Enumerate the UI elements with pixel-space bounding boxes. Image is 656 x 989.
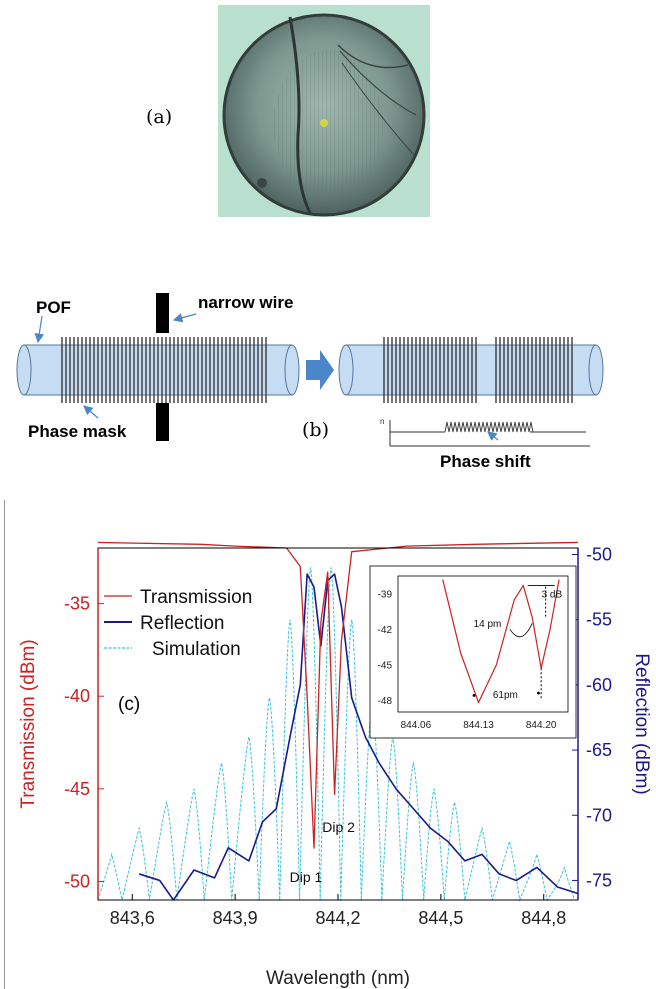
narrow-wire-bottom <box>156 403 169 441</box>
grating-lines <box>383 337 573 403</box>
panel-c-label: (c) <box>118 694 140 715</box>
x-tick-label: 843,9 <box>213 908 258 928</box>
dip-1-label: Dip 1 <box>290 869 323 885</box>
y-tick-label: -45 <box>64 779 90 799</box>
y-axis-label: Transmission (dBm) <box>18 639 39 808</box>
y-right-tick-label: -65 <box>586 740 612 760</box>
inset-x-tick-label: 844.20 <box>526 720 557 731</box>
x-tick-label: 844,8 <box>521 908 566 928</box>
x-axis-label: Wavelength (nm) <box>266 968 410 989</box>
inset-frame <box>397 575 569 713</box>
phase-mask-label: Phase mask <box>28 422 127 441</box>
reflection-line <box>138 573 579 901</box>
inset-point <box>537 691 540 695</box>
x-tick-label: 844,2 <box>315 908 360 928</box>
legend-label: Simulation <box>152 639 241 660</box>
narrow-wire-top <box>156 293 169 333</box>
spectrum-chart: 843,6 843,9 844,2 844,5 844,8 -35 -40 -45 -50 -50… <box>18 541 652 989</box>
page-margin-rule <box>4 500 5 989</box>
pof-label: POF <box>36 298 71 317</box>
y-right-tick-label: -55 <box>586 610 612 630</box>
process-arrow <box>306 350 334 390</box>
index-n-label: n <box>380 417 385 426</box>
legend-label: Reflection <box>140 613 225 634</box>
inset-y-tick-label: -39 <box>378 590 393 601</box>
inset-14pm-arc <box>509 623 533 638</box>
y-right-tick-label: -70 <box>586 805 612 825</box>
y-right-tick-label: -75 <box>586 870 612 890</box>
simulation-line <box>97 567 576 902</box>
y-right-axis-label: Reflection (dBm) <box>631 653 652 795</box>
inset-y-tick-label: -45 <box>378 661 393 672</box>
inset-x-tick-label: 844.13 <box>463 720 494 731</box>
inset-3db-label: 3 dB <box>542 589 563 600</box>
inset-y-tick-label: -48 <box>378 696 393 707</box>
inset-y-tick-label: -42 <box>378 625 393 636</box>
panel-b-label: (b) <box>302 419 329 441</box>
fiber-micrograph <box>218 5 430 217</box>
narrow-wire-label: narrow wire <box>198 293 294 312</box>
x-tick-label: 843,6 <box>110 908 155 928</box>
legend-label: Transmission <box>140 587 252 608</box>
y-right-tick-label: -50 <box>586 545 612 565</box>
dip-2-label: Dip 2 <box>322 819 355 835</box>
fabrication-diagram <box>16 293 604 447</box>
inset-14pm-label: 14 pm <box>474 619 502 630</box>
inset-point <box>472 694 476 697</box>
phase-mask-lines <box>61 337 267 403</box>
y-tick-label: -40 <box>64 686 90 706</box>
panel-a-label: (a) <box>146 106 173 128</box>
y-right-tick-label: -60 <box>586 675 612 695</box>
x-tick-label: 844,5 <box>418 908 463 928</box>
index-profile <box>389 420 590 447</box>
inset-transmission-line <box>442 579 560 704</box>
inset-61pm-label: 61pm <box>493 690 518 701</box>
y-tick-label: -50 <box>64 871 90 891</box>
inset-x-tick-label: 844.06 <box>401 720 432 731</box>
y-tick-label: -35 <box>64 594 90 614</box>
inset-box <box>369 565 577 739</box>
phase-shift-label: Phase shift <box>440 452 531 471</box>
